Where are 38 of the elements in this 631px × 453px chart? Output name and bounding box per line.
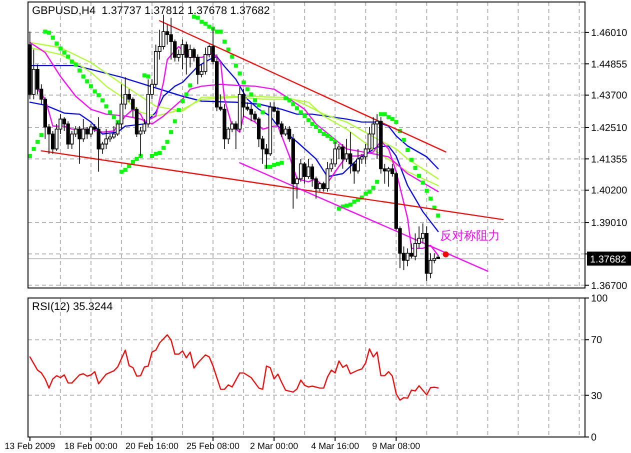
candlestick bbox=[66, 120, 70, 150]
y-tick-label: 1.41355 bbox=[591, 154, 628, 166]
candlestick bbox=[436, 254, 440, 260]
x-tick-label: 13 Feb 2009 bbox=[4, 441, 56, 451]
y-tick-label: 100 bbox=[591, 294, 608, 304]
candlestick bbox=[386, 166, 390, 188]
y-tick-label: 1.39010 bbox=[591, 218, 628, 230]
line-series bbox=[29, 56, 439, 232]
candlestick bbox=[89, 124, 93, 138]
candlestick bbox=[302, 162, 306, 184]
y-tick-label: 1.36700 bbox=[591, 280, 628, 292]
x-tick-label: 25 Feb 08:00 bbox=[186, 441, 240, 451]
x-tick-label: 2 Mar 00:00 bbox=[250, 441, 298, 451]
y-tick-label: 1.42510 bbox=[591, 122, 628, 134]
candlestick bbox=[204, 47, 208, 75]
ref-line-label: 1.37682 bbox=[590, 254, 627, 266]
y-tick-label: 1.44855 bbox=[591, 59, 628, 70]
line-series bbox=[29, 334, 439, 401]
candlestick bbox=[406, 248, 410, 267]
y-tick-label: 1.46010 bbox=[591, 28, 628, 39]
y-tick-label: 1.40200 bbox=[591, 186, 628, 197]
x-tick-label: 9 Mar 08:00 bbox=[372, 441, 420, 451]
x-tick-label: 20 Feb 16:00 bbox=[125, 441, 179, 451]
y-tick-label: 1.43700 bbox=[591, 90, 628, 102]
candlestick bbox=[184, 41, 188, 75]
candlestick bbox=[424, 226, 429, 282]
y-tick-label: 70 bbox=[591, 335, 603, 346]
y-tick-label: 30 bbox=[591, 390, 603, 402]
chart-title: RSI(12) 35.3244 bbox=[32, 301, 113, 313]
y-tick-label: 0 bbox=[591, 432, 597, 444]
candlestick bbox=[249, 104, 254, 122]
chart-title: GBPUSD,H4 1.37737 1.37812 1.37678 1.37682 bbox=[32, 5, 270, 17]
x-tick-label: 18 Feb 00:00 bbox=[64, 441, 118, 451]
candlestick bbox=[96, 116, 100, 172]
x-tick-label: 4 Mar 16:00 bbox=[311, 441, 360, 451]
candlestick bbox=[326, 162, 330, 192]
annotation: 反对称阻力 bbox=[440, 228, 500, 242]
candlestick bbox=[169, 17, 173, 60]
